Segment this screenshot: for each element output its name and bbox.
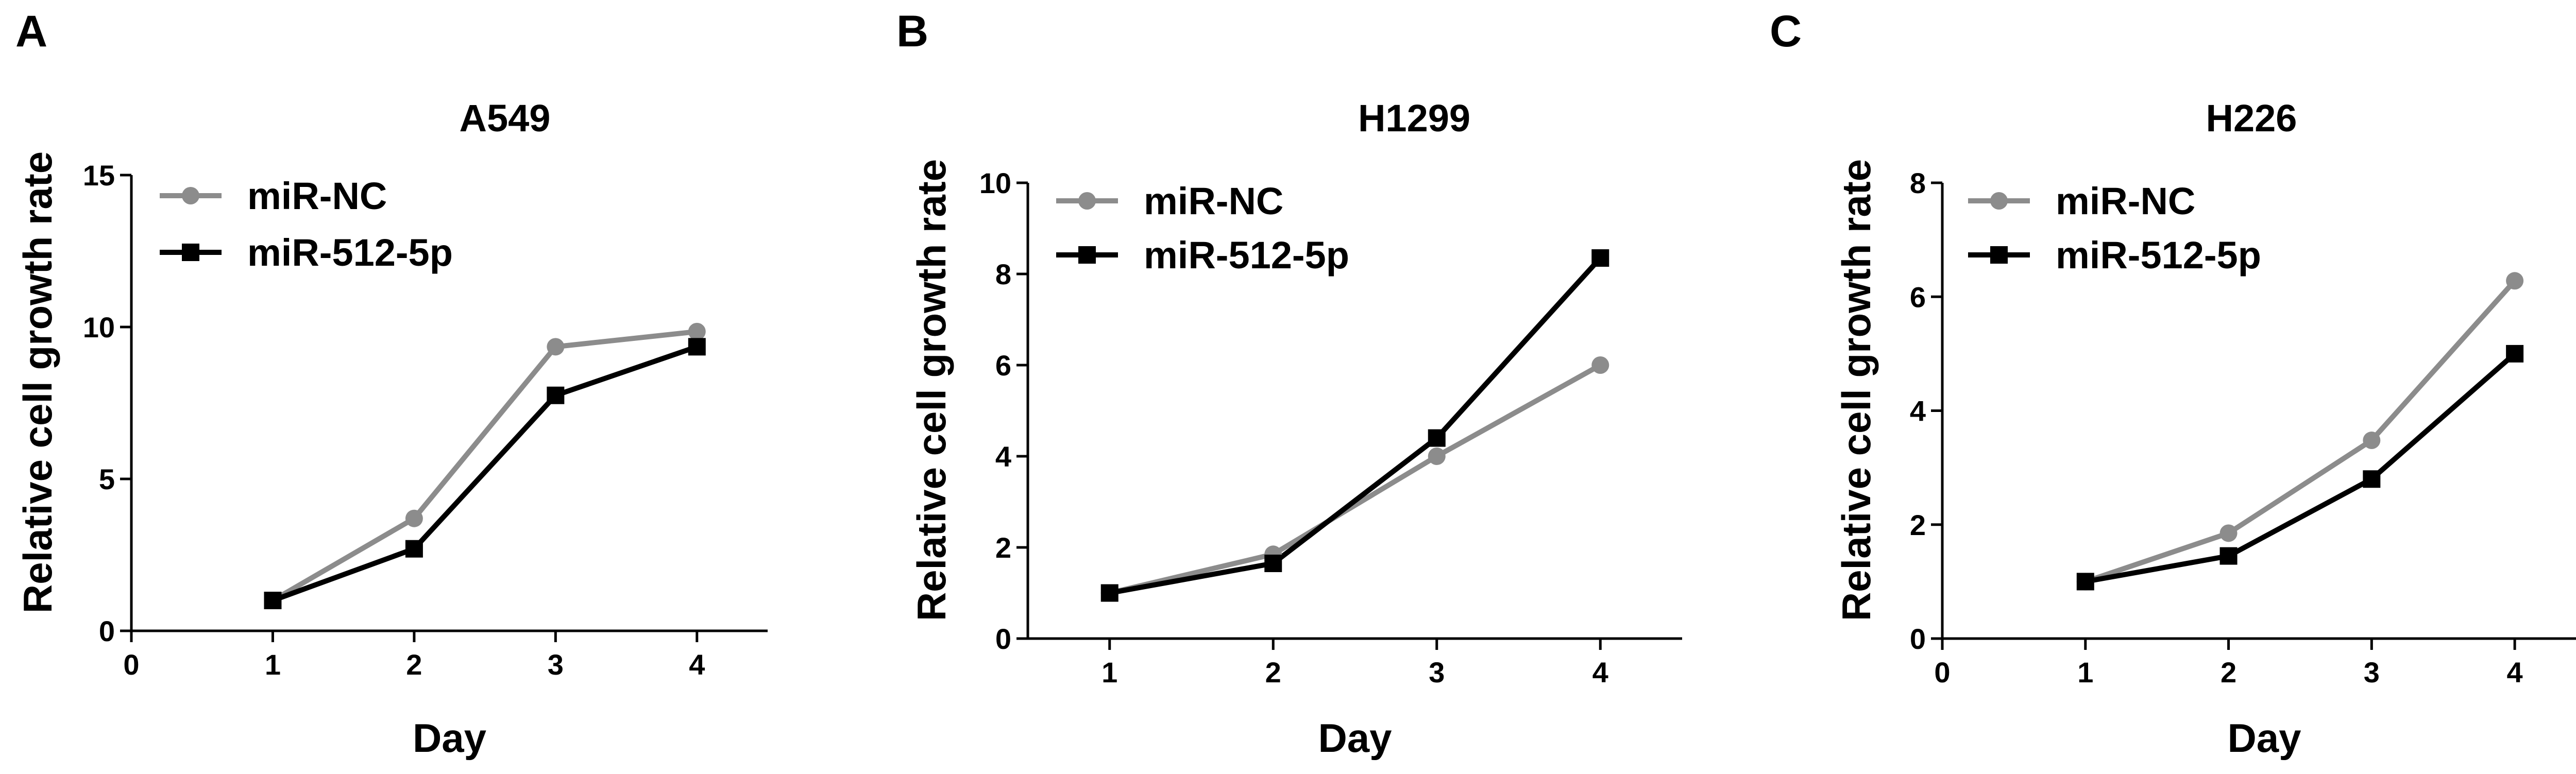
data-point-mir-nc	[1428, 448, 1446, 465]
y-tick-label: 5	[99, 463, 115, 495]
x-tick-label: 4	[689, 648, 705, 681]
legend-label: miR-NC	[1144, 180, 1283, 222]
y-tick-label: 0	[1910, 623, 1926, 655]
y-tick-label: 2	[995, 531, 1011, 564]
legend-marker-square	[182, 244, 199, 261]
panel-letter: B	[896, 7, 928, 56]
y-tick-label: 15	[83, 159, 115, 192]
chart-panel-a: A A549 0 5 10 15 0 1 2 3 4 Day Relative cell growth …	[15, 7, 768, 761]
legend-marker-circle	[1990, 192, 2008, 210]
chart-panel-c: C H226 0 2 4 6 8 0 1 2 3 4 Day Relative cell growth r…	[1770, 7, 2576, 761]
x-axis-label: Day	[1318, 715, 1392, 761]
legend-label: miR-512-5p	[1144, 234, 1349, 277]
legend-label: miR-NC	[247, 175, 387, 217]
y-tick-label: 0	[99, 615, 115, 647]
legend-label: miR-512-5p	[2056, 234, 2261, 277]
x-tick-label: 2	[1265, 656, 1281, 689]
data-point-mir-nc	[1591, 356, 1609, 374]
y-tick-label: 6	[995, 349, 1011, 382]
x-tick-label: 1	[265, 648, 281, 681]
data-point-mir-nc	[2219, 524, 2238, 542]
y-tick-label: 8	[1910, 167, 1926, 199]
y-tick-label: 10	[83, 311, 115, 343]
data-point-mir-nc	[547, 338, 565, 356]
y-tick-label: 6	[1910, 281, 1926, 313]
panel-letter: C	[1770, 7, 1802, 56]
y-axis-label: Relative cell growth rate	[1834, 159, 1879, 621]
x-tick-label: 3	[548, 648, 564, 681]
y-tick-label: 8	[995, 258, 1011, 290]
chart-title: A549	[460, 97, 551, 140]
x-tick-label: 0	[123, 648, 139, 681]
data-point-mir-nc	[405, 509, 423, 527]
y-tick-label: 4	[995, 440, 1011, 473]
legend-label: miR-NC	[2056, 180, 2195, 222]
y-tick-label: 4	[1910, 395, 1926, 427]
data-point-mir-512-5p	[2076, 573, 2094, 591]
y-axis-label: Relative cell growth rate	[909, 159, 954, 621]
data-point-mir-512-5p	[547, 386, 565, 404]
series-line-mir-512-5p	[2084, 352, 2517, 584]
x-tick-label: 0	[1934, 656, 1950, 689]
series-line-mir-512-5p	[1109, 256, 1602, 596]
legend-marker-square	[1078, 246, 1096, 264]
series-line-mir-nc	[1109, 363, 1602, 596]
data-point-mir-512-5p	[1264, 554, 1282, 572]
chart-title: H1299	[1358, 97, 1470, 140]
legend-label: miR-512-5p	[247, 231, 453, 274]
data-point-mir-512-5p	[264, 592, 282, 609]
data-point-mir-nc	[2506, 272, 2524, 290]
legend-marker-square	[1990, 246, 2008, 264]
series-line-mir-512-5p	[272, 344, 698, 603]
y-axis-label: Relative cell growth rate	[15, 151, 60, 613]
y-tick-label: 10	[979, 167, 1011, 199]
chart-title: H226	[2206, 97, 2297, 140]
x-tick-label: 1	[2077, 656, 2093, 689]
y-tick-label: 0	[995, 623, 1011, 655]
x-tick-label: 2	[406, 648, 422, 681]
series-line-mir-nc	[2084, 279, 2517, 584]
panel-letter: A	[15, 7, 47, 56]
data-point-mir-512-5p	[688, 338, 706, 356]
x-tick-label: 4	[2507, 656, 2523, 689]
data-point-mir-nc	[688, 322, 706, 340]
x-tick-label: 3	[2364, 656, 2380, 689]
data-point-mir-512-5p	[2219, 547, 2238, 565]
x-tick-label: 1	[1101, 656, 1117, 689]
data-point-mir-512-5p	[1100, 584, 1118, 602]
data-point-mir-512-5p	[1428, 429, 1446, 447]
legend-marker-circle	[1078, 192, 1096, 210]
data-point-mir-512-5p	[405, 540, 423, 558]
x-tick-label: 3	[1429, 656, 1445, 689]
x-tick-label: 2	[2221, 656, 2236, 689]
x-axis-label: Day	[413, 715, 486, 761]
y-tick-label: 2	[1910, 509, 1926, 541]
data-point-mir-512-5p	[2506, 345, 2524, 363]
x-axis-label: Day	[2227, 715, 2301, 761]
series-line-mir-nc	[271, 329, 698, 603]
data-point-mir-512-5p	[1591, 249, 1609, 267]
x-tick-label: 4	[1592, 656, 1608, 689]
legend-marker-circle	[182, 187, 199, 204]
data-point-mir-nc	[2363, 432, 2381, 450]
data-point-mir-512-5p	[2363, 470, 2381, 488]
